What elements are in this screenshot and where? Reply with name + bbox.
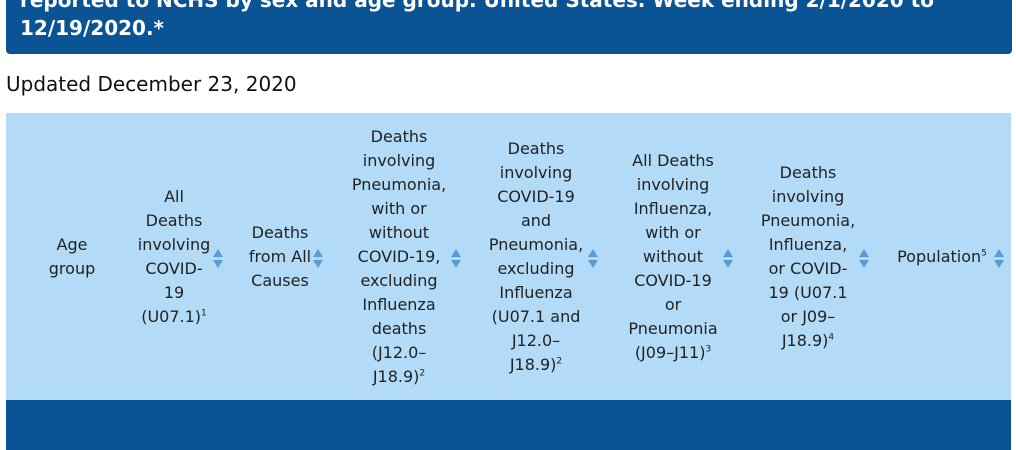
footnote-ref: 3 xyxy=(705,344,712,355)
column-label: All Deaths involving COVID-19 (U07.1) xyxy=(137,186,211,326)
sort-icon[interactable] xyxy=(588,249,598,269)
table-header-row: Age group All Deaths involving COVID-19 … xyxy=(6,113,1011,400)
page-title: reported to NCHS by sex and age group. U… xyxy=(20,0,934,40)
column-label: Age group xyxy=(48,234,96,278)
column-header-age-group[interactable]: Age group xyxy=(42,113,102,400)
column-header-influenza-deaths[interactable]: All Deaths involving Influenza, with or … xyxy=(618,113,728,400)
column-label: Deaths involving Pneumonia, Influenza, o… xyxy=(760,162,856,350)
column-header-covid19-and-pneumonia[interactable]: Deaths involving COVID-19 and Pneumonia,… xyxy=(482,113,590,400)
column-header-pneumonia-deaths[interactable]: Deaths involving Pneumonia, with or with… xyxy=(344,113,454,400)
column-header-all-causes[interactable]: Deaths from All Causes xyxy=(246,113,314,400)
column-label: Deaths from All Causes xyxy=(248,222,312,290)
updated-date: Updated December 23, 2020 xyxy=(6,72,297,96)
footnote-ref: 5 xyxy=(981,248,987,259)
table-body-band xyxy=(6,400,1011,450)
page-title-banner: reported to NCHS by sex and age group. U… xyxy=(6,0,1012,54)
sort-icon[interactable] xyxy=(994,249,1004,269)
column-label: All Deaths involving Influenza, with or … xyxy=(628,150,718,362)
footnote-ref: 2 xyxy=(556,356,563,367)
footnote-ref: 4 xyxy=(828,332,835,343)
column-header-population[interactable]: Population5 xyxy=(890,113,994,400)
sort-icon[interactable] xyxy=(723,249,733,269)
column-header-pneumonia-influenza-covid19[interactable]: Deaths involving Pneumonia, Influenza, o… xyxy=(754,113,862,400)
sort-icon[interactable] xyxy=(859,249,869,269)
sort-icon[interactable] xyxy=(451,249,461,269)
column-label: Population xyxy=(897,246,982,266)
footnote-ref: 2 xyxy=(419,368,426,379)
footnote-ref: 1 xyxy=(201,308,207,319)
column-header-covid19-deaths[interactable]: All Deaths involving COVID-19 (U07.1)1 xyxy=(136,113,212,400)
sort-icon[interactable] xyxy=(213,249,223,269)
sort-icon[interactable] xyxy=(313,249,323,269)
column-label: Deaths involving COVID-19 and Pneumonia,… xyxy=(488,138,584,374)
column-label: Deaths involving Pneumonia, with or with… xyxy=(351,126,447,386)
